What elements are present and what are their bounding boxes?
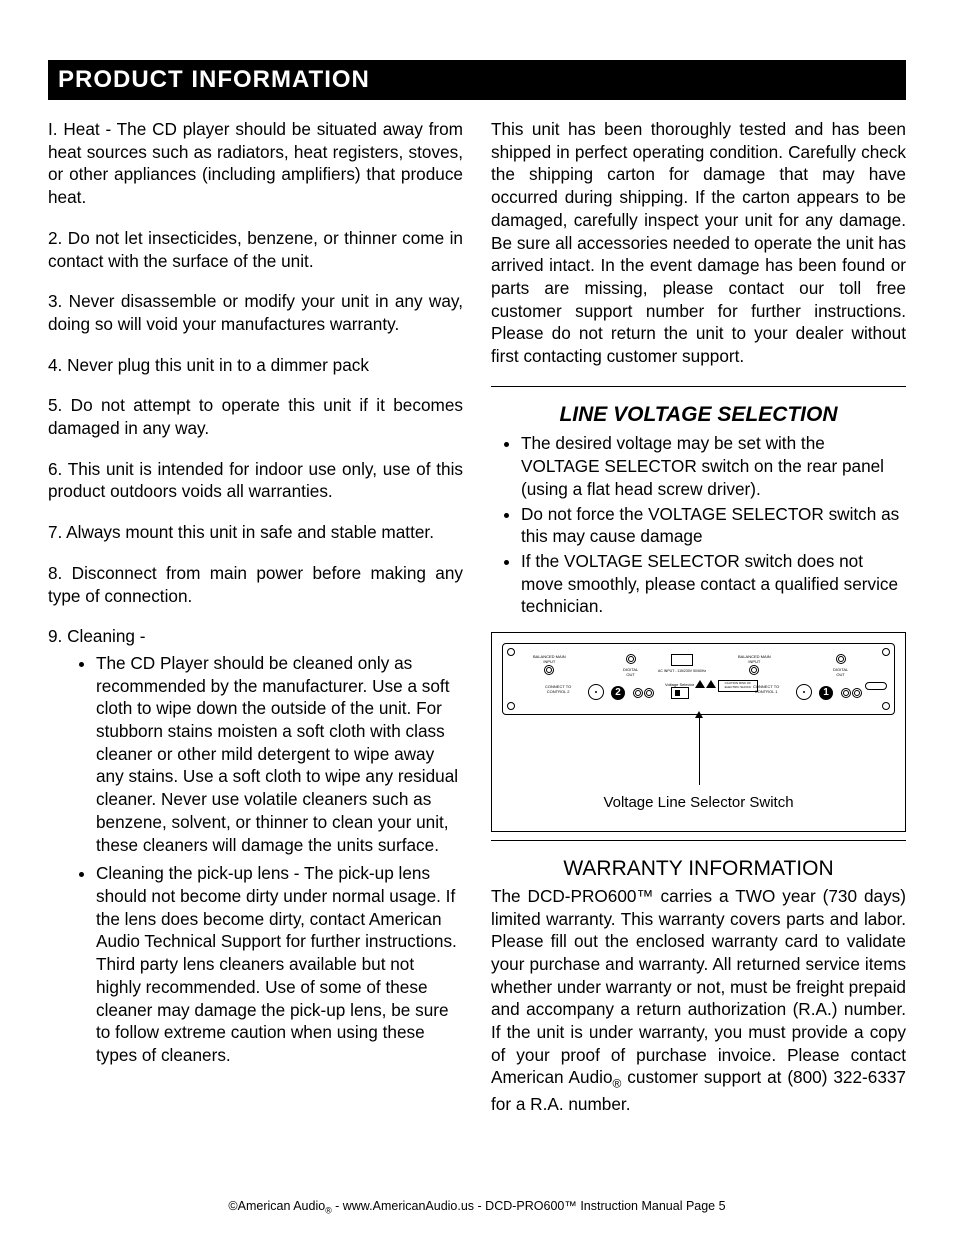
section-header: PRODUCT INFORMATION bbox=[48, 60, 906, 100]
cleaning-list: The CD Player should be cleaned only as … bbox=[48, 652, 463, 1067]
input-label-r: BALANCED MAININPUT bbox=[738, 654, 771, 677]
voltage-selector: Voltage Selector bbox=[665, 682, 694, 702]
warranty-title: WARRANTY INFORMATION bbox=[491, 855, 906, 883]
para-heat: I. Heat - The CD player should be situat… bbox=[48, 118, 463, 209]
footer-sep-2: - bbox=[474, 1199, 485, 1213]
rca-pair-r bbox=[841, 688, 862, 701]
footer-url: www.AmericanAudio.us bbox=[343, 1199, 474, 1213]
jack-icon bbox=[749, 665, 759, 675]
lvs-bullet-1: The desired voltage may be set with the … bbox=[521, 432, 906, 500]
digital-out-label-r: DIGITALOUT bbox=[833, 654, 848, 677]
intro-para: This unit has been thoroughly tested and… bbox=[491, 118, 906, 368]
para-9: 9. Cleaning - bbox=[48, 625, 463, 648]
footer-product: DCD-PRO600™ Instruction Manual Page 5 bbox=[485, 1199, 725, 1213]
content-columns: I. Heat - The CD player should be situat… bbox=[48, 118, 906, 1133]
din-connector-r bbox=[796, 684, 812, 703]
separator-1 bbox=[491, 386, 906, 387]
din-icon bbox=[796, 684, 812, 700]
circled-number-icon: 2 bbox=[611, 686, 625, 700]
iec-icon bbox=[671, 654, 693, 666]
para-7: 7. Always mount this unit in safe and st… bbox=[48, 521, 463, 544]
warning-icon bbox=[695, 680, 705, 688]
input-label: BALANCED MAININPUT bbox=[533, 654, 566, 677]
rca-pair bbox=[633, 688, 654, 701]
para-3: 3. Never disassemble or modify your unit… bbox=[48, 290, 463, 335]
jack-icon bbox=[633, 688, 643, 698]
para-2: 2. Do not let insecticides, benzene, or … bbox=[48, 227, 463, 272]
para-4: 4. Never plug this unit in to a dimmer p… bbox=[48, 354, 463, 377]
power-socket: AC INPUT - 115/230V 50/60Hz bbox=[658, 654, 706, 673]
din-connector bbox=[588, 684, 604, 703]
screw-icon bbox=[507, 648, 515, 656]
warning-label: CAUTION RISK OFELECTRIC SHOCK bbox=[718, 680, 758, 692]
cleaning-item-2: Cleaning the pick-up lens - The pick-up … bbox=[96, 862, 463, 1066]
page-footer: ©American Audio® - www.AmericanAudio.us … bbox=[0, 1199, 954, 1216]
para-5: 5. Do not attempt to operate this unit i… bbox=[48, 394, 463, 439]
digital-out-label: DIGITALOUT bbox=[623, 654, 638, 677]
warranty-text-a: The DCD-PRO600™ carries a TWO year (730 … bbox=[491, 886, 906, 1088]
circled-number-icon: 1 bbox=[819, 686, 833, 700]
para-8: 8. Disconnect from main power before mak… bbox=[48, 562, 463, 607]
line-voltage-title: LINE VOLTAGE SELECTION bbox=[491, 401, 906, 429]
separator-2 bbox=[491, 840, 906, 841]
screw-icon bbox=[882, 648, 890, 656]
screw-icon bbox=[507, 702, 515, 710]
selector-icon bbox=[671, 687, 689, 699]
screw-icon bbox=[882, 702, 890, 710]
left-column: I. Heat - The CD player should be situat… bbox=[48, 118, 463, 1133]
jack-icon bbox=[836, 654, 846, 664]
lvs-bullet-3: If the VOLTAGE SELECTOR switch does not … bbox=[521, 550, 906, 618]
connect-label-r: CONNECT TOCONTROL 1 bbox=[753, 684, 779, 695]
warning-triangles: CAUTION RISK OFELECTRIC SHOCK bbox=[695, 680, 758, 692]
cleaning-item-1: The CD Player should be cleaned only as … bbox=[96, 652, 463, 856]
footer-copyright: ©American Audio bbox=[228, 1199, 325, 1213]
diagram-caption: Voltage Line Selector Switch bbox=[492, 793, 905, 813]
number-2: 2 bbox=[611, 686, 625, 700]
rear-panel-diagram: BALANCED MAININPUT DIGITALOUT AC INPUT -… bbox=[491, 632, 906, 832]
arrow-line bbox=[699, 715, 700, 785]
line-voltage-bullets: The desired voltage may be set with the … bbox=[491, 432, 906, 618]
connect-label: CONNECT TOCONTROL 2 bbox=[545, 684, 571, 695]
panel-outline: BALANCED MAININPUT DIGITALOUT AC INPUT -… bbox=[502, 643, 895, 715]
fuse-holder bbox=[865, 682, 887, 693]
jack-icon bbox=[644, 688, 654, 698]
din-icon bbox=[588, 684, 604, 700]
jack-icon bbox=[544, 665, 554, 675]
jack-icon bbox=[841, 688, 851, 698]
right-column: This unit has been thoroughly tested and… bbox=[491, 118, 906, 1133]
warranty-body: The DCD-PRO600™ carries a TWO year (730 … bbox=[491, 885, 906, 1116]
fuse-icon bbox=[865, 682, 887, 690]
warning-icon bbox=[706, 680, 716, 688]
footer-sep-1: - bbox=[332, 1199, 343, 1213]
lvs-bullet-2: Do not force the VOLTAGE SELECTOR switch… bbox=[521, 503, 906, 548]
jack-icon bbox=[852, 688, 862, 698]
number-1: 1 bbox=[819, 686, 833, 700]
jack-icon bbox=[626, 654, 636, 664]
para-6: 6. This unit is intended for indoor use … bbox=[48, 458, 463, 503]
